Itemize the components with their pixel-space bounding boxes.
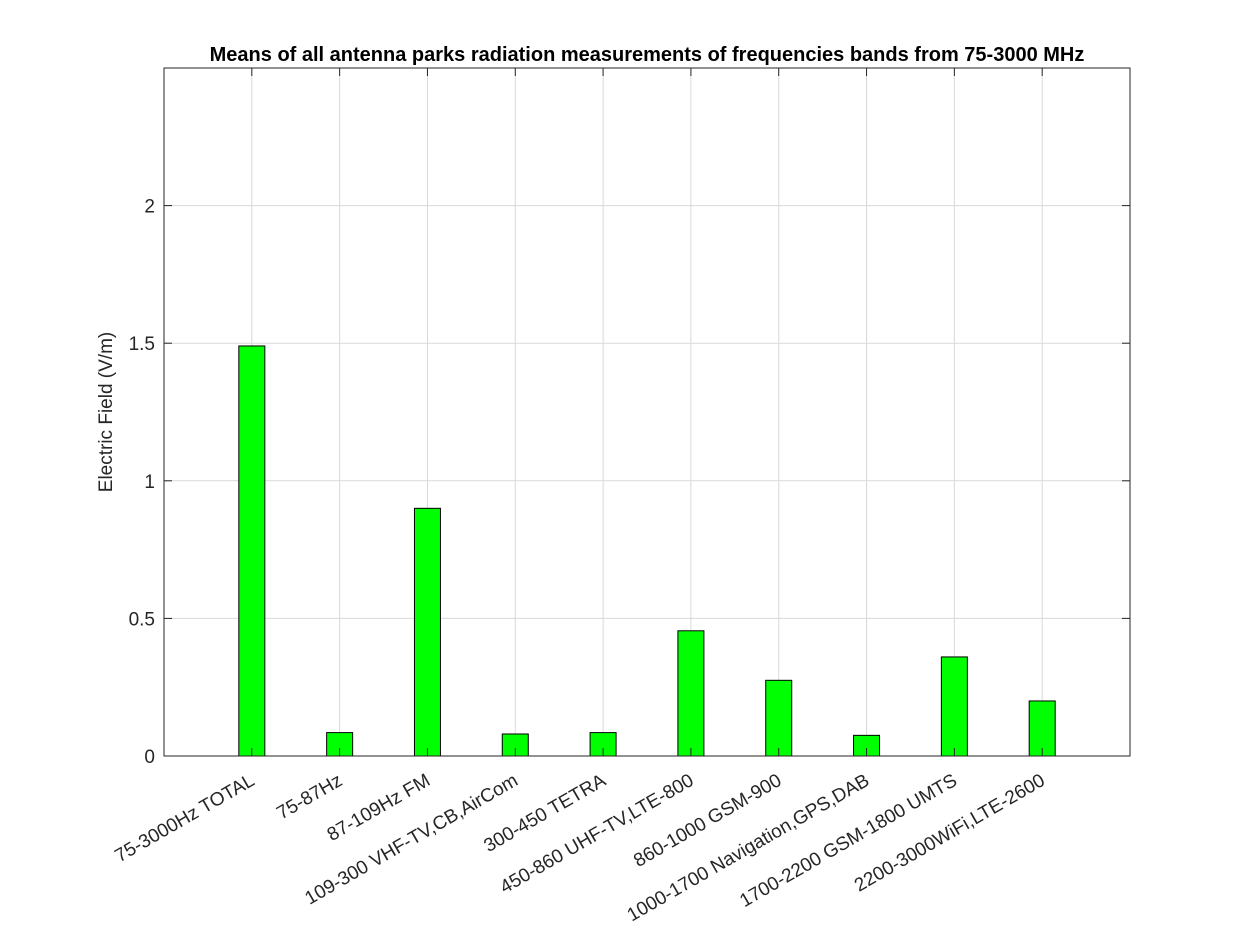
y-axis-label: Electric Field (V/m) bbox=[96, 332, 117, 492]
y-tick-label: 1.5 bbox=[129, 334, 155, 355]
bar bbox=[1028, 700, 1056, 757]
x-tick-label: 75-3000Hz TOTAL bbox=[112, 770, 259, 867]
y-tick-label: 1 bbox=[144, 472, 155, 493]
bar bbox=[940, 656, 968, 757]
x-tick-label: 75-87Hz bbox=[273, 770, 346, 824]
bar bbox=[677, 630, 705, 757]
chart-title: Means of all antenna parks radiation mea… bbox=[210, 44, 1085, 66]
bar bbox=[765, 679, 793, 757]
plot-area-frame bbox=[163, 67, 1131, 757]
bar bbox=[238, 345, 266, 757]
bar bbox=[413, 507, 441, 757]
bar-layer bbox=[238, 345, 1056, 757]
y-tick-label: 0 bbox=[144, 747, 155, 768]
grid-layer bbox=[164, 68, 1130, 756]
x-tick-label: 860-1000 GSM-900 bbox=[630, 770, 785, 872]
y-tick-label: 0.5 bbox=[129, 609, 155, 630]
y-tick-label: 2 bbox=[144, 197, 155, 218]
